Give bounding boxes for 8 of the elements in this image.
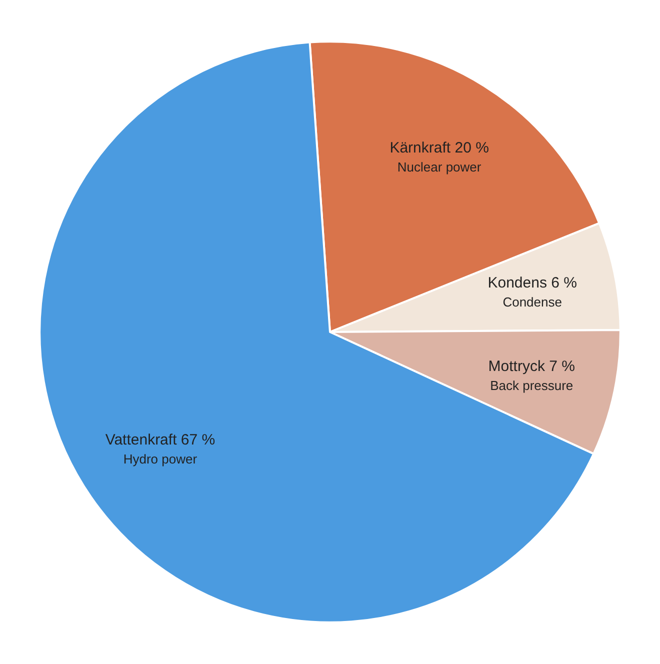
text: Back pressure — [490, 378, 574, 394]
text: Condense — [502, 294, 562, 310]
slice-label: Vattenkraft 67 % — [105, 432, 216, 449]
slice-label: Kondens 6 % — [488, 274, 577, 292]
slice-label: Mottryck 7 % — [488, 358, 575, 376]
slice-label: Kärnkraft 20 % — [390, 140, 489, 157]
text: Hydro power — [123, 452, 198, 467]
text: Nuclear power — [397, 160, 482, 175]
